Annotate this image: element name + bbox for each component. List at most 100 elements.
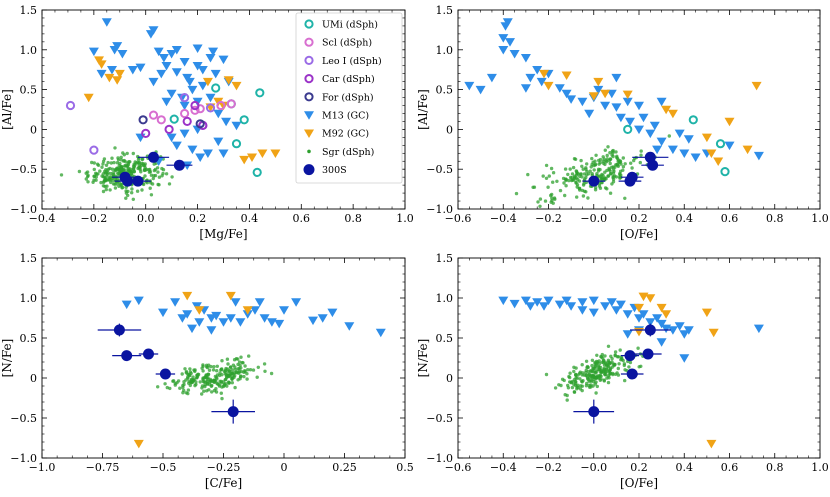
m13-point [179,58,190,67]
m92-point [706,149,717,158]
m13-point [121,300,132,310]
legend-label: Leo I (dSph) [322,56,382,67]
sgr-point [157,175,162,179]
sgr-point [544,163,549,168]
sgr-point [580,388,584,393]
m13-point [101,18,112,27]
sgr-point [560,377,565,381]
sgr-point [215,373,220,377]
umi-point [623,124,633,134]
m92-point [231,81,242,91]
sgr-point [584,166,588,170]
sgr-point [206,377,210,381]
m13-point [532,66,543,75]
sgr-point [230,368,235,372]
sgr-point [597,365,601,369]
sgr-point [119,155,123,159]
legend-marker [304,74,314,84]
sgr-point [219,379,224,384]
legend-label: M13 (GC) [322,111,369,122]
sgr-point [638,160,642,165]
m92-point [742,145,753,155]
sgr-point [151,176,155,181]
scl-point [190,105,200,115]
m13-point [539,302,549,311]
sgr-point [613,165,617,169]
sgr-point [616,373,621,377]
s300-point [148,151,159,163]
sgr-point [132,169,136,174]
sgr-point [131,197,135,201]
m13-point [554,300,565,310]
sgr-point [140,157,144,162]
sgr-point [246,368,250,372]
sgr-point [607,166,611,171]
sgr-point [608,191,613,195]
m13-point [606,298,617,307]
m13-point [187,324,197,334]
y-tick-label: −1.0 [10,203,37,216]
scl-point [148,110,159,120]
sgr-point [541,174,545,178]
m13-point [690,153,701,162]
sgr-point [604,160,609,164]
sgr-point [575,170,579,174]
x-tick-label: −0.4 [490,212,517,225]
sgr-point [224,382,228,386]
sgr-point [212,365,216,369]
sgr-point [167,182,172,186]
legend-marker [304,37,314,47]
m13-point [171,68,182,77]
sgr-point [618,160,622,164]
sgr-point [117,184,121,188]
m13-point [634,125,644,135]
sgr-point [137,161,141,165]
sgr-point [200,384,205,388]
m13-point [195,153,206,162]
m13-point [117,50,128,59]
sgr-point [101,162,105,166]
sgr-point [617,362,621,366]
data-points [498,292,764,449]
sgr-point [549,166,554,171]
m13-point [96,69,107,79]
legend-item-m13: M13 (GC) [304,111,369,122]
sgr-point [616,366,620,371]
sgr-point [597,359,601,363]
sgr-point [130,187,134,191]
m13-point [679,149,690,158]
x-tick-label: −0.2 [80,212,107,225]
umi-point [255,88,265,98]
sgr-point [161,168,166,172]
sgr-point [594,380,598,384]
m13-point [205,93,216,103]
legend-frame [295,12,403,184]
x-tick-label: 1.0 [396,212,414,225]
sgr-point [598,370,602,374]
sgr-point [237,360,242,364]
s300-point [159,368,171,380]
x-tick-label: 0.6 [721,212,739,225]
sgr-point [568,167,572,171]
m92-point [724,117,735,127]
m13-point [344,322,355,331]
sgr-point [189,378,194,382]
m13-point [202,149,213,158]
sgr-point [608,151,612,155]
sgr-point [142,168,147,172]
m13-point [674,322,685,331]
sgr-point [210,390,214,394]
sgr-point [557,383,561,387]
m13-point [192,44,203,53]
sgr-point [639,153,643,157]
sgr-point [125,151,129,156]
sgr-point [234,371,239,375]
sgr-point [236,357,240,361]
x-tick-label: −0.0 [580,212,607,225]
m13-point [561,296,572,306]
s300-point [644,324,656,336]
umi-point [239,115,249,125]
sgr-point [243,364,247,368]
x-tick-label: 0.6 [293,212,311,225]
m13-point [634,101,644,111]
